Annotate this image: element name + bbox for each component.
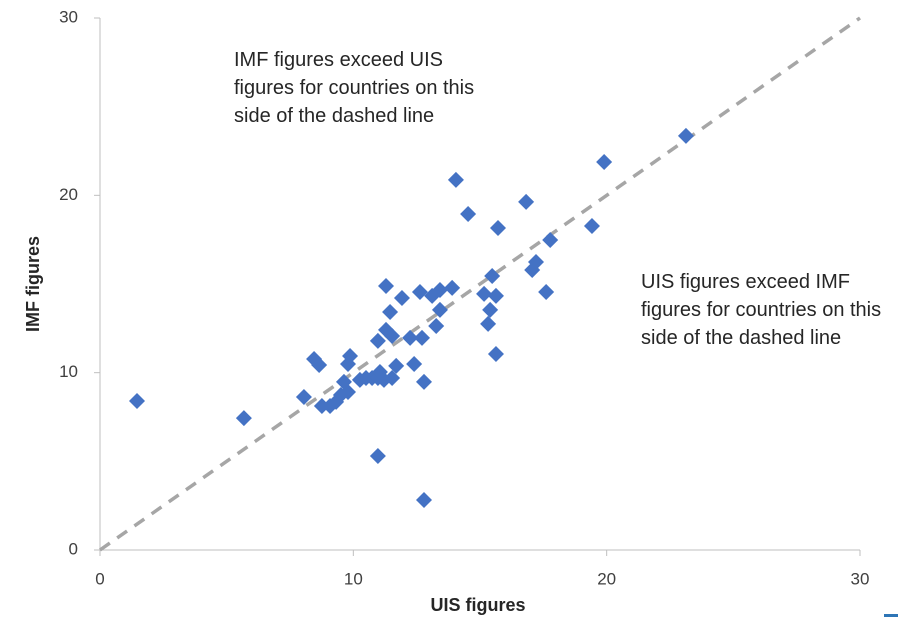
point	[384, 369, 401, 386]
point	[518, 193, 535, 210]
x-tick-label: 20	[597, 569, 616, 588]
point	[406, 355, 423, 372]
point	[295, 388, 312, 405]
point	[542, 232, 559, 249]
point	[482, 301, 499, 318]
point	[313, 398, 330, 415]
point	[393, 290, 410, 307]
point	[369, 448, 386, 465]
x-tick-label: 10	[344, 569, 363, 588]
y-tick-label: 10	[59, 362, 78, 381]
annotation: UIS figures exceed IMF figures for count…	[641, 271, 882, 349]
point	[384, 327, 401, 344]
point	[411, 283, 428, 300]
equality-line	[98, 16, 862, 552]
decoration	[884, 614, 898, 617]
point	[489, 219, 506, 236]
y-tick-label: 0	[69, 539, 78, 558]
point	[382, 304, 399, 321]
point	[416, 491, 433, 508]
point	[388, 357, 405, 374]
point	[416, 373, 433, 390]
point	[444, 279, 461, 296]
point	[487, 287, 504, 304]
point	[402, 329, 419, 346]
y-axis-label: IMF figures	[23, 236, 43, 332]
point	[583, 218, 600, 235]
point	[460, 205, 477, 222]
annotation: IMF figures exceed UIS figures for count…	[234, 49, 475, 127]
point	[431, 301, 448, 318]
point	[487, 346, 504, 363]
point	[128, 393, 145, 410]
point	[476, 285, 493, 302]
y-tick-label: 20	[59, 185, 78, 204]
x-tick-label: 0	[95, 569, 104, 588]
point	[340, 383, 357, 400]
point	[480, 315, 497, 332]
point	[677, 127, 694, 144]
point	[538, 283, 555, 300]
point	[311, 357, 328, 374]
point	[378, 277, 395, 294]
point	[447, 171, 464, 188]
point	[596, 153, 613, 170]
point	[369, 332, 386, 349]
point	[342, 347, 359, 364]
point	[527, 254, 544, 271]
point	[413, 329, 430, 346]
point	[235, 410, 252, 427]
x-tick-label: 30	[851, 569, 870, 588]
point	[428, 318, 445, 335]
point	[431, 282, 448, 299]
point	[484, 268, 501, 285]
y-tick-label: 30	[59, 7, 78, 26]
x-axis-label: UIS figures	[430, 595, 525, 615]
